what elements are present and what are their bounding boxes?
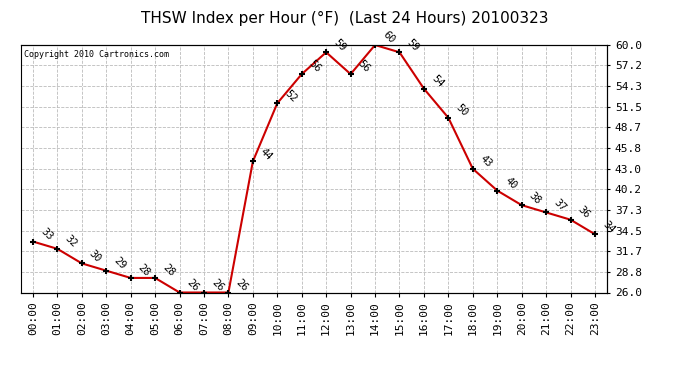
Text: 38: 38 (527, 190, 543, 206)
Text: 36: 36 (576, 204, 592, 220)
Text: 28: 28 (161, 262, 177, 279)
Text: 29: 29 (112, 255, 128, 271)
Text: 34: 34 (600, 219, 616, 235)
Text: THSW Index per Hour (°F)  (Last 24 Hours) 20100323: THSW Index per Hour (°F) (Last 24 Hours)… (141, 11, 549, 26)
Text: 43: 43 (478, 153, 494, 170)
Text: 56: 56 (307, 59, 323, 75)
Text: 30: 30 (88, 248, 103, 264)
Text: 44: 44 (259, 146, 275, 162)
Text: 26: 26 (234, 277, 250, 293)
Text: 26: 26 (185, 277, 201, 293)
Text: 54: 54 (429, 74, 445, 89)
Text: 56: 56 (356, 59, 372, 75)
Text: 32: 32 (63, 234, 79, 249)
Text: 59: 59 (405, 37, 421, 53)
Text: 26: 26 (210, 277, 226, 293)
Text: 33: 33 (39, 226, 55, 242)
Text: 52: 52 (283, 88, 299, 104)
Text: 50: 50 (454, 102, 470, 118)
Text: 37: 37 (552, 197, 568, 213)
Text: 28: 28 (136, 262, 152, 279)
Text: 59: 59 (332, 37, 348, 53)
Text: 40: 40 (503, 175, 519, 191)
Text: Copyright 2010 Cartronics.com: Copyright 2010 Cartronics.com (23, 50, 168, 59)
Text: 60: 60 (381, 30, 397, 46)
